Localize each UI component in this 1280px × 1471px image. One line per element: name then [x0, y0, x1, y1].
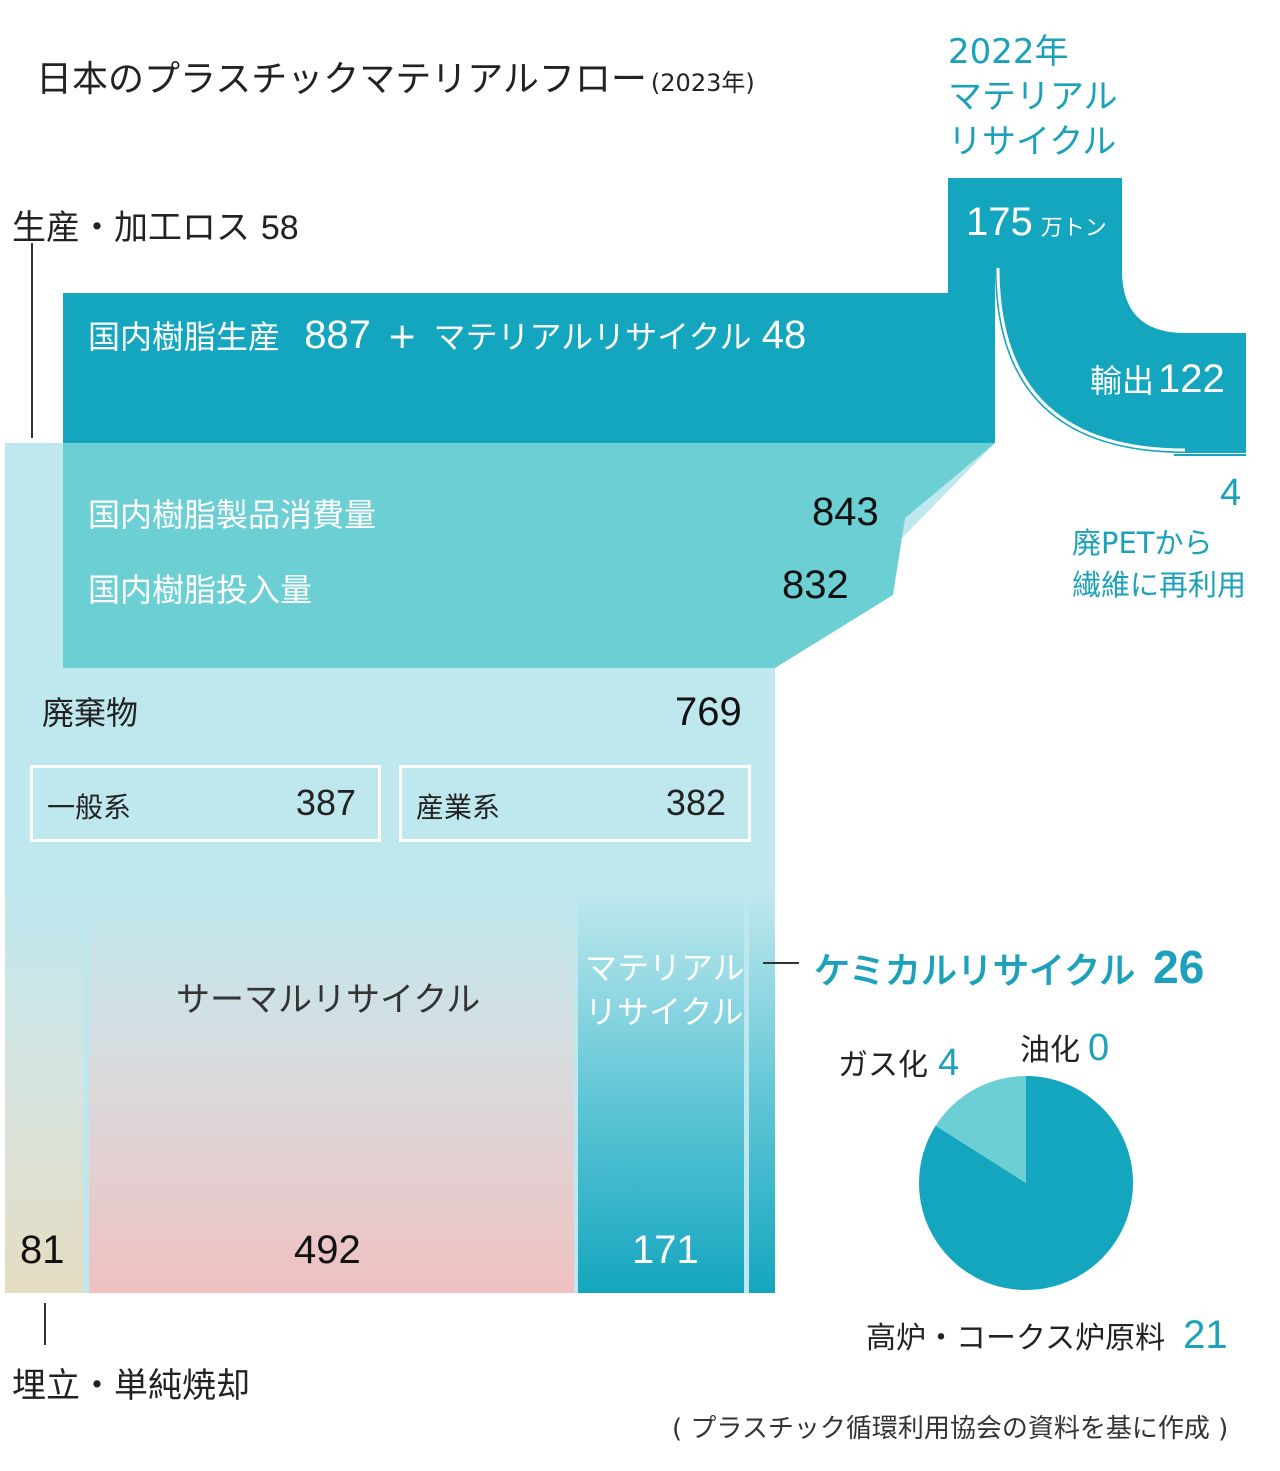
- oil-label: 油化 0: [1020, 1027, 1110, 1069]
- general-waste-label: 一般系: [47, 791, 132, 824]
- consumption-flow-band: [63, 443, 995, 668]
- landfill-label: 埋立・単純焼却: [12, 1366, 250, 1406]
- input-value: 832: [782, 563, 849, 607]
- thermal-recycle-value: 492: [294, 1228, 361, 1272]
- export-label: 輸出 122: [1090, 357, 1225, 401]
- input-label: 国内樹脂投入量: [88, 571, 313, 609]
- production-label: 国内樹脂生産 887 + マテリアルリサイクル 48: [88, 313, 807, 357]
- landfill-column: [5, 892, 83, 1293]
- industrial-waste-box: 産業系 382: [399, 765, 751, 842]
- recycle-2022-label: 2022年 マテリアル リサイクル: [948, 32, 1118, 162]
- pet-fiber-value: 4: [1220, 472, 1242, 514]
- consumption-label: 国内樹脂製品消費量: [88, 496, 377, 534]
- general-waste-box: 一般系 387: [30, 765, 381, 842]
- recycle-2022-value: 175 万トン: [966, 200, 1107, 244]
- pie-slice-0: [919, 1076, 1134, 1290]
- industrial-waste-label: 産業系: [416, 791, 501, 824]
- waste-label: 廃棄物: [42, 694, 139, 732]
- material-recycle-column: [578, 892, 744, 1293]
- pet-fiber-label: 廃PETから 繊維に再利用: [1072, 526, 1247, 602]
- general-waste-value: 387: [295, 782, 356, 823]
- pie-slice-1: [935, 1076, 1026, 1183]
- production-loss-label: 生産・加工ロス 58: [12, 208, 299, 248]
- landfill-leader-line: [44, 1303, 46, 1345]
- production-flow-band: [63, 178, 1246, 453]
- page-title: 日本のプラスチックマテリアルフロー (2023年): [36, 59, 755, 100]
- chemical-recycle-strip: [749, 892, 775, 1293]
- production-loss-leader-line: [31, 243, 33, 438]
- material-recycle-label: マテリアル リサイクル: [585, 949, 745, 1031]
- thermal-recycle-label: サーマルリサイクル: [176, 980, 481, 1020]
- material-recycle-value: 171: [632, 1228, 699, 1272]
- chemical-leader-line: [763, 962, 799, 964]
- consumption-value: 843: [812, 490, 879, 534]
- thermal-column: [89, 892, 574, 1293]
- source-note: ( プラスチック循環利用協会の資料を基に作成 ): [672, 1414, 1229, 1444]
- waste-value: 769: [675, 690, 742, 734]
- chemical-recycle-label: ケミカルリサイクル 26: [814, 941, 1205, 993]
- title-year: (2023年): [650, 69, 755, 97]
- export-curve-line: [996, 267, 1186, 452]
- chemical-pie-chart: [919, 1076, 1134, 1290]
- landfill-value: 81: [20, 1228, 65, 1272]
- industrial-waste-value: 382: [665, 782, 726, 823]
- blast-furnace-label: 高炉・コークス炉原料 21: [866, 1313, 1228, 1357]
- gasification-label: ガス化 4: [838, 1042, 960, 1084]
